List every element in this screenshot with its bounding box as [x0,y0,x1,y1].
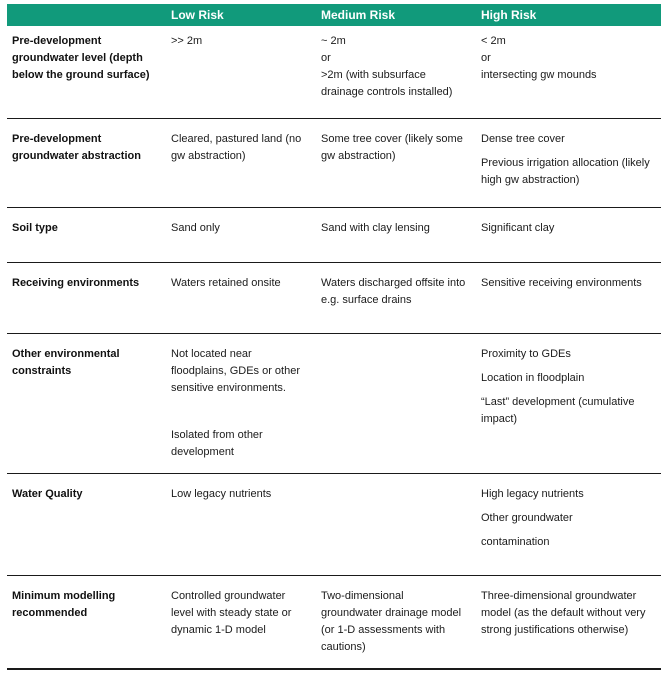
medium-risk-cell [316,474,476,575]
high-risk-cell: High legacy nutrients Other groundwater co… [481,488,584,548]
table-row-soil-type: Soil type Sand only Sand with clay lensi… [7,207,661,262]
high-risk-cell: Sensitive receiving environments [481,277,642,289]
medium-risk-cell: Waters discharged offsite into e.g. surf… [321,277,466,306]
table-row-minimum-modelling: Minimum modelling recommended Controlled… [7,575,661,668]
header-high-risk: High Risk [481,8,537,22]
criterion-cell: Soil type [12,222,58,234]
table-header-row: Low Risk Medium Risk High Risk [7,4,661,26]
medium-risk-cell: Two-dimensional groundwater drainage mod… [321,590,462,653]
low-risk-cell: >> 2m [171,35,203,47]
table-row-groundwater-abstraction: Pre-development groundwater abstraction … [7,118,661,207]
low-risk-cell: Cleared, pastured land (no gw abstractio… [171,133,302,162]
header-low-risk: Low Risk [171,8,224,22]
medium-risk-cell: ~ 2m or >2m (with subsurface drainage co… [321,35,453,98]
high-risk-cell: < 2m or intersecting gw mounds [481,35,597,81]
low-risk-cell: Not located near floodplains, GDEs or ot… [171,348,301,458]
medium-risk-cell: Some tree cover (likely some gw abstract… [321,133,463,162]
high-risk-cell: Dense tree cover Previous irrigation allo… [481,133,650,186]
high-risk-cell: Significant clay [481,222,555,234]
low-risk-cell: Controlled groundwater level with steady… [171,590,292,636]
low-risk-cell: Sand only [171,222,220,234]
header-medium-risk: Medium Risk [321,8,396,22]
criterion-cell: Minimum modelling recommended [12,590,116,619]
table-row-water-quality: Water Quality Low legacy nutrients High … [7,473,661,575]
criterion-cell: Pre-development groundwater abstraction [12,133,141,162]
high-risk-cell: Proximity to GDEs Location in floodplain “… [481,348,635,425]
criterion-cell: Pre-development groundwater level (depth… [12,35,150,81]
high-risk-cell: Three-dimensional groundwater model (as … [481,590,646,636]
criterion-cell: Other environmental constraints [12,348,120,377]
criterion-cell: Water Quality [12,488,83,500]
medium-risk-cell: Sand with clay lensing [321,222,430,234]
table-row-receiving-environments: Receiving environments Waters retained o… [7,262,661,333]
low-risk-cell: Waters retained onsite [171,277,281,289]
medium-risk-cell [316,334,476,473]
low-risk-cell: Low legacy nutrients [171,488,272,500]
table-row-groundwater-level: Pre-development groundwater level (depth… [7,26,661,118]
criterion-cell: Receiving environments [12,277,140,289]
table-row-other-constraints: Other environmental constraints Not loca… [7,333,661,473]
risk-assessment-table: Low Risk Medium Risk High Risk Pre-devel… [7,4,661,670]
